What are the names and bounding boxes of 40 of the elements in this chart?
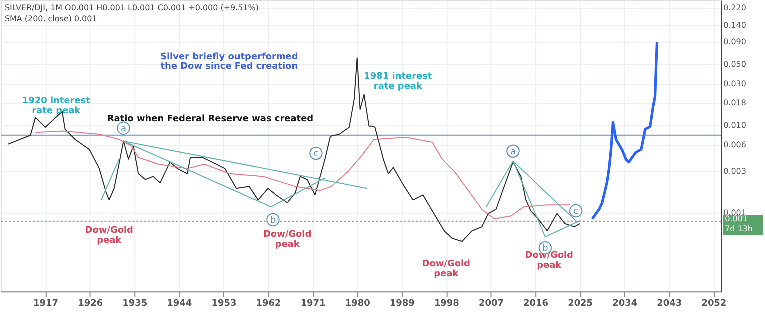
annotation: Dow/Gold peak — [85, 226, 134, 246]
x-tick-label: 2052 — [702, 299, 727, 310]
x-tick-label: 1989 — [390, 299, 415, 310]
y-tick-label: 0.050 — [724, 60, 746, 69]
y-tick-label: 0.140 — [724, 20, 746, 30]
annotation: c — [314, 149, 319, 160]
x-tick-label: 1917 — [34, 299, 59, 310]
annotation: b — [270, 216, 276, 226]
annotation: Dow/Gold peak — [263, 230, 312, 250]
y-tick-label: 0.018 — [724, 98, 746, 108]
x-tick-label: 1962 — [256, 299, 282, 310]
annotation: Dow/Gold peak — [422, 260, 470, 280]
x-tick-label: 1926 — [78, 299, 104, 310]
text: SMA (200, close) 0.001 — [4, 14, 98, 24]
x-tick-label: 1935 — [122, 299, 148, 310]
x-tick-label: 2007 — [478, 299, 504, 310]
annotation: c — [574, 207, 579, 218]
y-tick-label: 0.090 — [724, 38, 746, 47]
y-tick-label: 0.010 — [724, 121, 746, 130]
chart-title: SILVER/DJI, 1M O0.001 H0.001 L0.001 C0.001 +0.000 (+9.51%) — [4, 3, 259, 12]
x-tick-label: 1980 — [345, 299, 370, 310]
annotation: 1981 interest rate peak — [364, 72, 433, 92]
y-tick-label: 0.006 — [724, 140, 746, 150]
y-tick-label: 0.220 — [724, 4, 746, 13]
x-tick-label: 1971 — [300, 299, 326, 310]
x-tick-label: 1944 — [167, 299, 192, 310]
x-tick-label: 1998 — [434, 299, 460, 310]
y-tick-label: 0.003 — [724, 166, 746, 176]
x-tick-label: 1953 — [212, 299, 237, 310]
annotation: a — [120, 124, 126, 134]
annotation: Silver briefly outperformed the Dow since Fed creation — [160, 52, 298, 72]
ref-line-label: 0.001 7d 13h — [725, 214, 753, 234]
x-tick-label: 2025 — [568, 299, 594, 310]
annotation: 1920 interest rate peak — [22, 96, 92, 117]
x-tick-label: 2016 — [524, 299, 548, 310]
x-tick-label: 2034 — [612, 299, 638, 310]
x-tick-label: 2043 — [657, 299, 682, 310]
y-tick-label: 0.030 — [724, 79, 746, 88]
annotation: a — [510, 147, 516, 158]
ref-line-label: Ratio when Federal Reserve was created — [107, 114, 314, 125]
